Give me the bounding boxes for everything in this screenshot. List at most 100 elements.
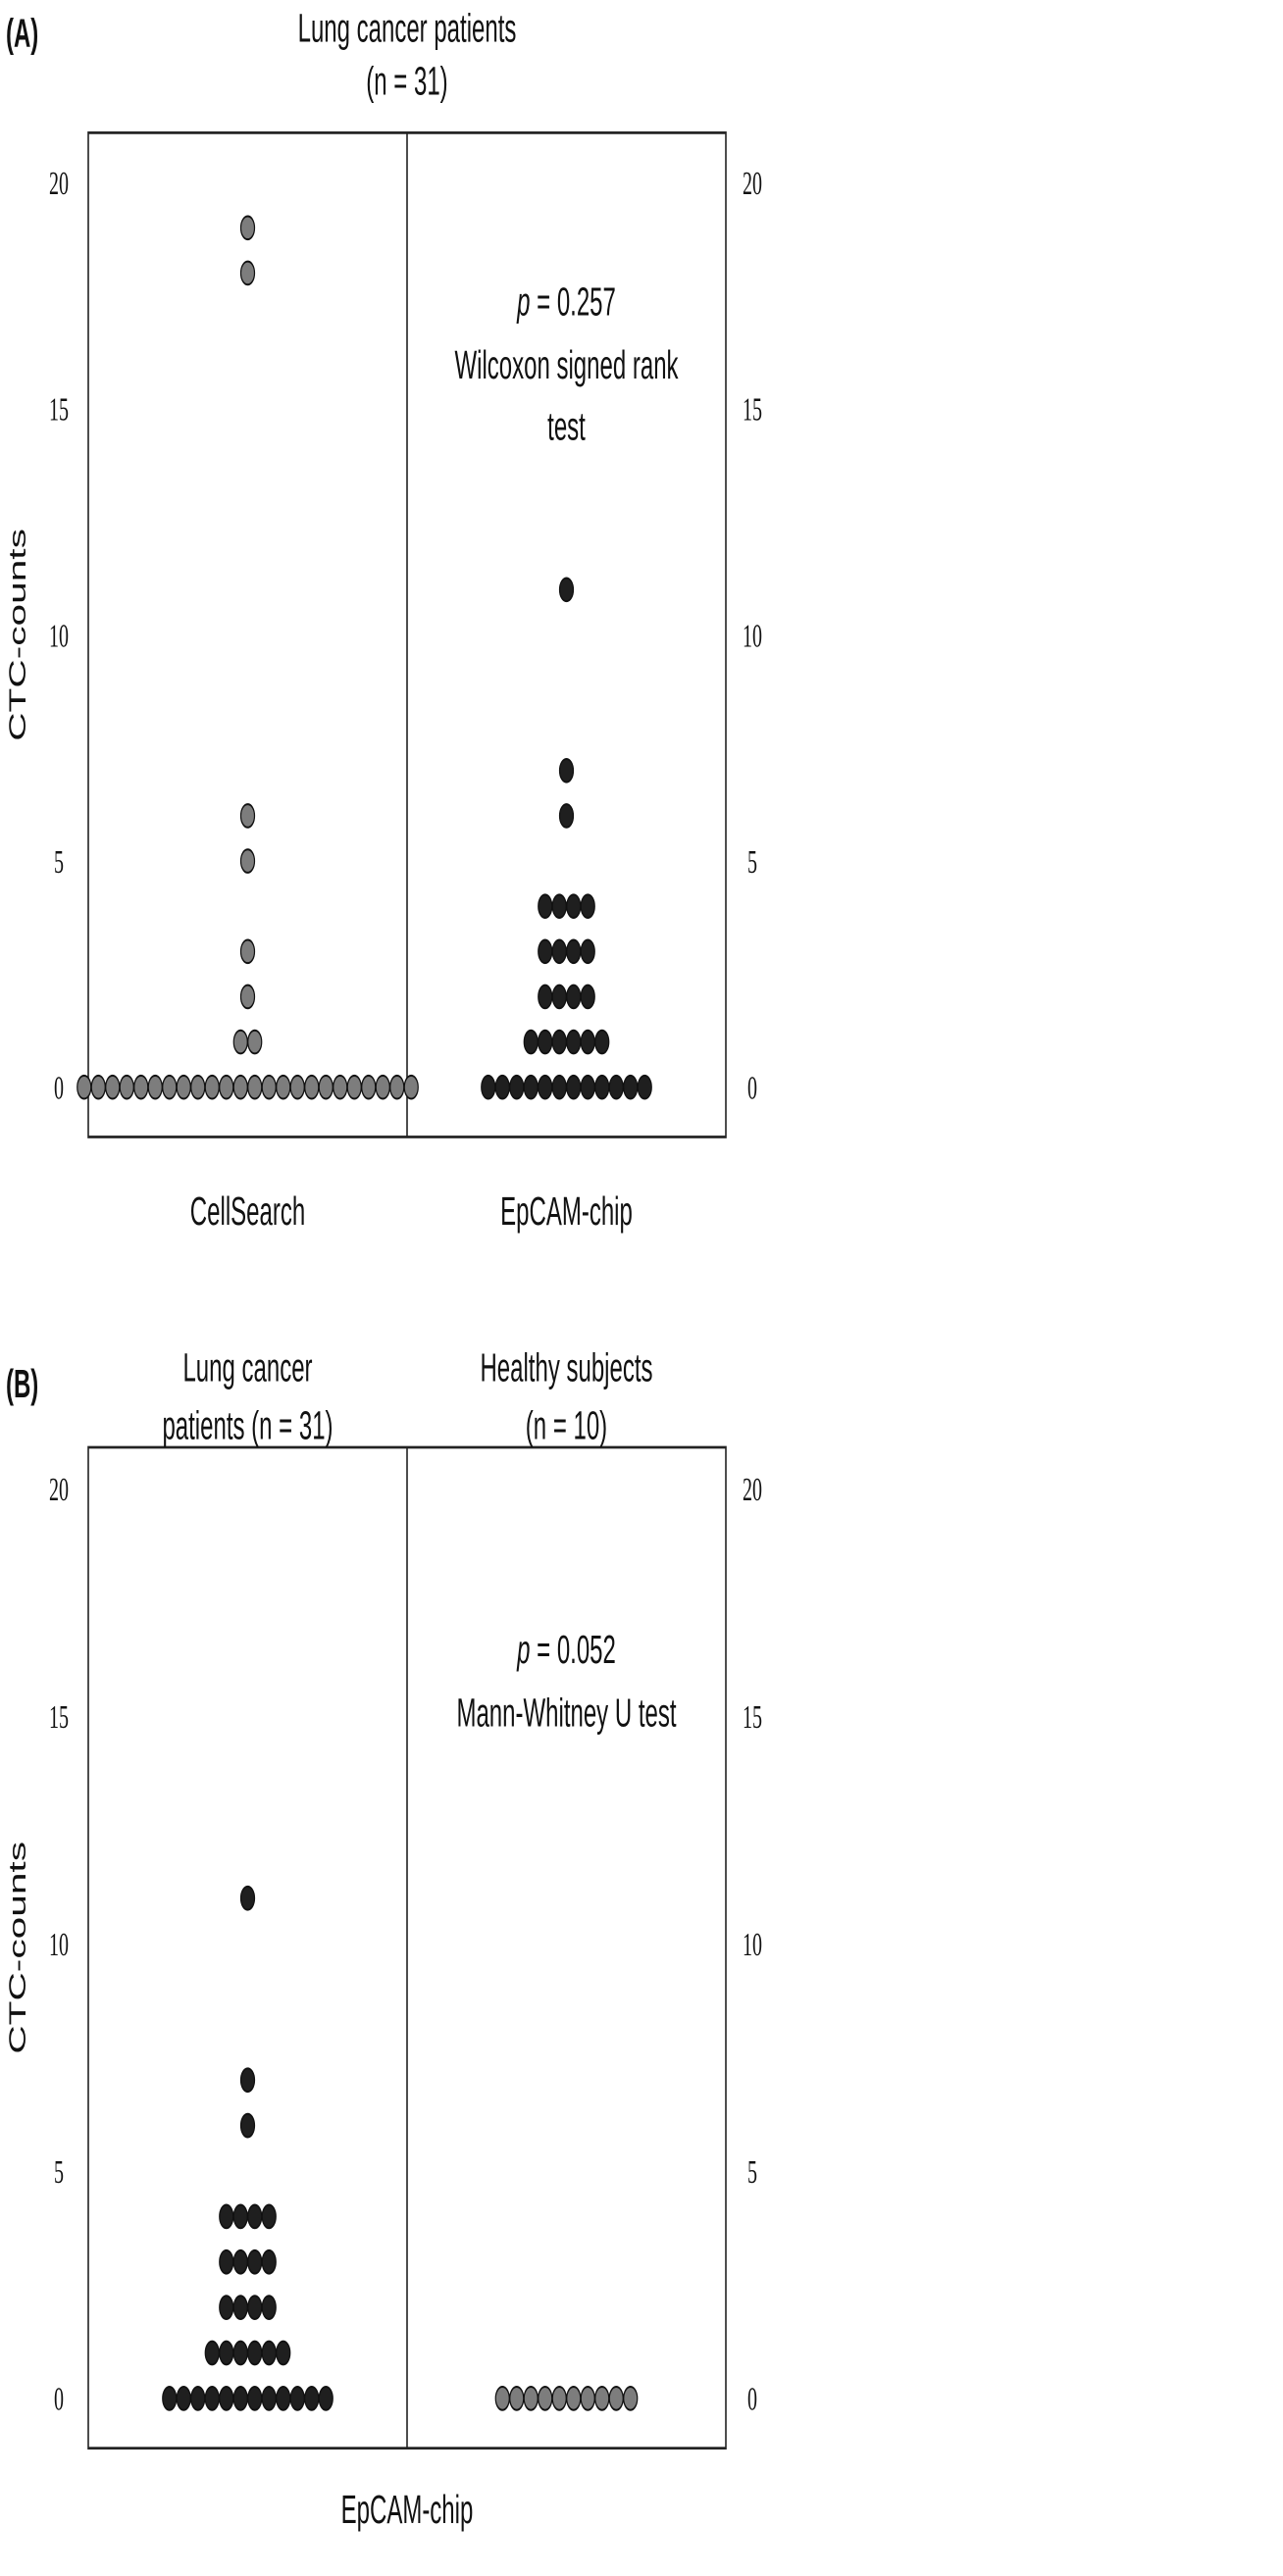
y-tick-label-right: 15 [743, 1699, 762, 1737]
data-point [176, 2386, 191, 2411]
data-point [580, 2386, 595, 2411]
p-symbol: p [516, 280, 530, 325]
test-name-line: Mann-Whitney U test [456, 1692, 677, 1736]
data-point [247, 1074, 263, 1100]
data-point [494, 1074, 510, 1100]
data-point [239, 2067, 256, 2094]
data-point [389, 1074, 405, 1100]
p-value-annotation: p = 0.052 [516, 1629, 615, 1673]
data-point [133, 1074, 149, 1100]
data-point [346, 1074, 362, 1100]
data-point [247, 2203, 263, 2230]
data-point [538, 1074, 553, 1100]
data-point [333, 1074, 348, 1100]
data-point [318, 2386, 334, 2411]
data-point [580, 984, 595, 1010]
y-axis-label: CTC-counts [5, 1842, 31, 2054]
y-tick-label-right: 15 [743, 391, 762, 429]
test-name-line: Wilcoxon signed rank [454, 344, 678, 388]
data-point [232, 2295, 248, 2320]
y-tick-label-left: 5 [54, 2154, 64, 2192]
data-point [247, 2386, 263, 2411]
y-tick-label-right: 0 [747, 2382, 757, 2419]
data-point [304, 2386, 320, 2411]
data-point [289, 1074, 305, 1100]
panel-tag: (A) [6, 12, 38, 56]
data-point [276, 2386, 291, 2411]
panel-header-line: (n = 31) [366, 60, 447, 104]
data-point [403, 1074, 419, 1100]
y-tick-label-left: 5 [54, 844, 64, 882]
data-point [239, 215, 256, 241]
data-point [566, 2386, 582, 2411]
data-point [219, 2386, 234, 2411]
group-header-line: Healthy subjects [480, 1346, 652, 1390]
p-value-annotation: p = 0.257 [516, 280, 615, 325]
data-point [204, 2340, 220, 2366]
data-point [204, 1074, 220, 1100]
data-point [538, 2386, 553, 2411]
p-value: = 0.052 [530, 1629, 615, 1673]
y-tick-label-right: 10 [743, 618, 762, 655]
y-tick-label-right: 20 [743, 1472, 762, 1509]
y-tick-label-left: 10 [49, 618, 69, 655]
data-point [90, 1074, 106, 1100]
data-point [232, 2248, 248, 2275]
data-point [509, 1074, 525, 1100]
data-point [558, 803, 575, 829]
data-point [247, 2248, 263, 2275]
data-point [219, 2203, 234, 2230]
data-point [566, 1029, 582, 1055]
data-point [261, 2386, 277, 2411]
test-name-line: test [547, 405, 586, 449]
y-axis-label: CTC-counts [5, 529, 31, 741]
data-point [481, 1074, 496, 1100]
y-tick-label-left: 15 [49, 391, 69, 429]
data-point [580, 1029, 595, 1055]
data-point [538, 893, 553, 920]
data-point [232, 2386, 248, 2411]
data-point [551, 893, 567, 920]
data-point [566, 984, 582, 1010]
data-point [566, 1074, 582, 1100]
p-value: = 0.257 [530, 280, 615, 325]
data-point [558, 577, 575, 603]
data-point [176, 1074, 191, 1100]
data-point [580, 893, 595, 920]
data-point [204, 2386, 220, 2411]
data-point [239, 260, 256, 286]
data-point [162, 2386, 178, 2411]
x-category-label: EpCAM-chip [500, 1190, 633, 1235]
data-point [232, 1074, 248, 1100]
data-point [318, 1074, 334, 1100]
data-point [375, 1074, 390, 1100]
y-tick-label-right: 5 [747, 2154, 757, 2192]
data-point [594, 2386, 610, 2411]
y-tick-label-left: 10 [49, 1927, 69, 1964]
data-point [147, 1074, 163, 1100]
data-point [551, 2386, 567, 2411]
data-point [77, 1074, 92, 1100]
data-point [580, 1074, 595, 1100]
data-point [232, 1029, 248, 1055]
data-point [551, 938, 567, 965]
data-point [219, 2248, 234, 2275]
data-point [219, 1074, 234, 1100]
data-point [623, 2386, 639, 2411]
group-header-line: (n = 10) [526, 1404, 607, 1448]
panel-tag: (B) [6, 1363, 38, 1407]
data-point [608, 2386, 624, 2411]
data-point [247, 1029, 263, 1055]
y-tick-label-right: 5 [747, 844, 757, 882]
data-point [261, 2295, 277, 2320]
group-header-line: Lung cancer [182, 1346, 312, 1390]
y-tick-label-right: 10 [743, 1927, 762, 1964]
data-point [361, 1074, 377, 1100]
data-point [105, 1074, 121, 1100]
data-point [190, 2386, 206, 2411]
data-point [219, 2340, 234, 2366]
panel-header-line: Lung cancer patients [298, 7, 517, 51]
data-point [239, 803, 256, 829]
data-point [261, 2248, 277, 2275]
data-point [289, 2386, 305, 2411]
